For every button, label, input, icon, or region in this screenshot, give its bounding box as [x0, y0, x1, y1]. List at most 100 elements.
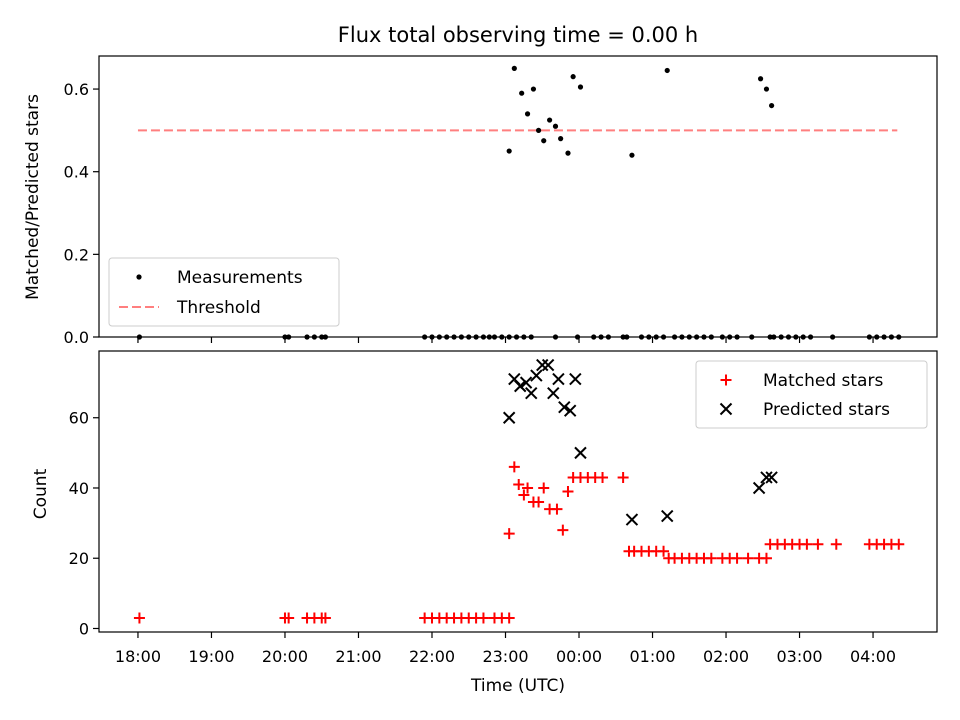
bottom-y-tick-label: 20: [69, 549, 89, 568]
top-plot-area: [136, 65, 902, 340]
measurement-point: [547, 117, 553, 123]
predicted-star-point: [513, 379, 527, 393]
matched-star-point: [283, 612, 295, 624]
predicted-star-point: [625, 513, 639, 526]
top-legend: Measurements Threshold: [108, 257, 340, 327]
measurement-point: [769, 102, 775, 109]
top-axes-frame: [98, 55, 938, 338]
matched-star-point: [518, 489, 530, 501]
x-tick-label: 23:00: [482, 647, 528, 666]
bottom-legend: Matched stars Predicted stars: [695, 360, 928, 429]
bottom-y-axis-label: Count: [31, 468, 51, 519]
matched-star-point: [538, 482, 550, 494]
matched-star-point: [503, 528, 515, 540]
top-y-tick-label: 0.2: [64, 245, 89, 264]
matched-star-point: [513, 478, 525, 490]
bottom-y-tick-label: 40: [69, 479, 89, 498]
top-panel: 0.0 0.2 0.4 0.6 Matched/Predicted stars Mea…: [23, 55, 938, 347]
measurement-point: [577, 84, 584, 90]
x-tick-label: 22:00: [409, 647, 455, 666]
x-tick-label: 20:00: [262, 647, 308, 666]
x-tick-label: 19:00: [188, 647, 234, 666]
top-y-tick-label: 0.6: [64, 80, 89, 99]
matched-star-point: [597, 471, 609, 483]
predicted-star-point: [536, 358, 549, 372]
matched-star-point: [742, 552, 754, 564]
x-tick-label: 01:00: [629, 647, 675, 666]
predicted-star-point: [558, 400, 571, 414]
matched-star-point: [319, 612, 331, 624]
measurement-point: [629, 152, 635, 158]
predicted-star-point: [519, 376, 533, 389]
predicted-star-point: [502, 411, 516, 424]
matched-star-point: [557, 524, 569, 536]
measurement-point: [664, 67, 670, 74]
measurement-point: [558, 136, 564, 142]
matched-star-point: [760, 552, 772, 564]
predicted-star-point: [525, 386, 538, 400]
matched-star-point: [533, 496, 545, 508]
matched-star-point: [705, 552, 717, 564]
top-y-tick-label: 0.4: [64, 163, 89, 182]
bottom-axes-ticks: 0 20 40 60 18:00 19:00 20:00 21:00 22:00 23:00 00:…: [69, 409, 896, 666]
predicted-star-point: [574, 446, 587, 460]
x-axis-label: Time (UTC): [470, 676, 565, 696]
bottom-y-tick-label: 0: [79, 619, 89, 638]
predicted-star-point: [552, 372, 565, 386]
predicted-star-point: [765, 471, 778, 484]
predicted-star-point: [760, 471, 773, 484]
predicted-star-point: [547, 386, 560, 400]
matched-star-point: [830, 538, 842, 550]
x-tick-label: 00:00: [556, 647, 602, 666]
measurement-point: [535, 127, 542, 133]
measurement-point: [506, 148, 512, 154]
bottom-panel: 0 20 40 60 18:00 19:00 20:00 21:00 22:00 23:00 00:…: [31, 350, 938, 696]
x-tick-label: 04:00: [850, 647, 896, 666]
measurement-point: [757, 76, 764, 82]
matched-star-point: [801, 538, 813, 550]
legend-matched-label: Matched stars: [763, 371, 883, 391]
bottom-plot-area: [133, 358, 905, 624]
x-tick-label: 18:00: [115, 647, 161, 666]
predicted-star-point: [569, 372, 582, 386]
legend-threshold-label: Threshold: [176, 298, 261, 318]
matched-star-point: [551, 503, 563, 515]
measurement-point: [541, 138, 547, 144]
matched-star-point: [617, 471, 629, 483]
top-y-tick-label: 0.0: [64, 328, 89, 347]
matched-star-point: [893, 538, 905, 550]
x-tick-label: 03:00: [776, 647, 822, 666]
matched-star-point: [133, 612, 145, 624]
matched-star-point: [812, 538, 824, 550]
measurement-point: [570, 74, 576, 80]
matched-star-point: [503, 612, 515, 624]
top-axes-ticks: 0.0 0.2 0.4 0.6: [64, 80, 874, 347]
legend-predicted-marker: [719, 402, 733, 416]
measurement-point: [565, 150, 571, 156]
bottom-legend-box: [695, 360, 928, 429]
legend-predicted-label: Predicted stars: [763, 400, 890, 420]
legend-measurements-label: Measurements: [177, 268, 303, 288]
measurement-point: [530, 86, 537, 92]
bottom-y-tick-label: 60: [69, 409, 89, 428]
bottom-axes-frame: [98, 350, 938, 633]
top-y-axis-label: Matched/Predicted stars: [23, 94, 43, 300]
legend-measurements-marker: [136, 274, 142, 280]
measurement-point: [552, 123, 559, 129]
x-tick-label: 02:00: [703, 647, 749, 666]
measurement-point: [519, 90, 525, 96]
top-legend-box: [108, 257, 340, 327]
x-tick-label: 21:00: [335, 647, 381, 666]
matched-star-point: [562, 486, 574, 497]
measurement-point: [511, 65, 517, 71]
matched-star-point: [522, 482, 534, 494]
matched-star-point: [731, 552, 743, 564]
predicted-star-point: [752, 481, 766, 495]
predicted-star-point: [563, 404, 577, 417]
matched-star-point: [508, 461, 520, 473]
measurement-point: [763, 86, 770, 92]
chart-title: Flux total observing time = 0.00 h: [338, 23, 698, 47]
measurement-point: [524, 111, 531, 117]
matched-star-point: [658, 545, 670, 557]
